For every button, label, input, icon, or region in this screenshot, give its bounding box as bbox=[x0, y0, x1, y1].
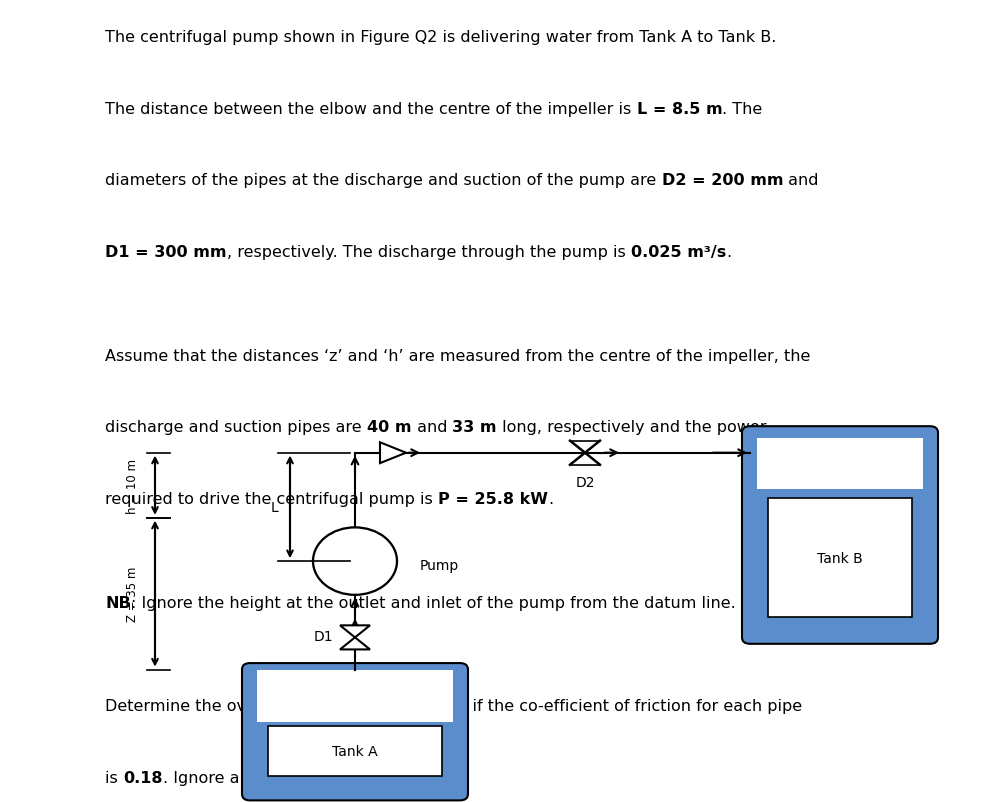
Text: 0.025 m³/s: 0.025 m³/s bbox=[630, 245, 725, 260]
Text: D1: D1 bbox=[313, 629, 333, 643]
Text: is: is bbox=[105, 770, 123, 785]
Text: diameters of the pipes at the discharge and suction of the pump are: diameters of the pipes at the discharge … bbox=[105, 173, 661, 188]
Polygon shape bbox=[380, 443, 406, 464]
Text: P = 25.8 kW: P = 25.8 kW bbox=[438, 491, 547, 506]
FancyBboxPatch shape bbox=[241, 663, 468, 800]
Text: Tank A: Tank A bbox=[332, 744, 378, 758]
Bar bbox=[757, 439, 922, 489]
Text: : Ignore the height at the outlet and inlet of the pump from the datum line.: : Ignore the height at the outlet and in… bbox=[131, 595, 735, 610]
Text: 0.18: 0.18 bbox=[123, 770, 162, 785]
Bar bbox=[257, 670, 453, 722]
Text: . The: . The bbox=[721, 102, 762, 117]
Text: .: . bbox=[725, 245, 730, 260]
Text: , respectively. The discharge through the pump is: , respectively. The discharge through th… bbox=[226, 245, 630, 260]
Circle shape bbox=[313, 528, 397, 595]
Text: long, respectively and the power: long, respectively and the power bbox=[496, 419, 766, 435]
Text: Z = 35 m: Z = 35 m bbox=[126, 566, 139, 622]
Text: NB: NB bbox=[105, 595, 131, 610]
Text: 40 m: 40 m bbox=[367, 419, 411, 435]
Text: required to drive the centrifugal pump is: required to drive the centrifugal pump i… bbox=[105, 491, 438, 506]
Text: Tank B: Tank B bbox=[817, 551, 862, 565]
Text: D1 = 300 mm: D1 = 300 mm bbox=[105, 245, 226, 260]
Text: 33 m: 33 m bbox=[452, 419, 496, 435]
Text: Determine the overall efficiency of the pump if the co-efficient of friction for: Determine the overall efficiency of the … bbox=[105, 699, 802, 714]
Polygon shape bbox=[340, 626, 370, 638]
Text: D2: D2 bbox=[575, 476, 594, 489]
FancyBboxPatch shape bbox=[741, 427, 937, 644]
Text: Assume that the distances ‘z’ and ‘h’ are measured from the centre of the impell: Assume that the distances ‘z’ and ‘h’ ar… bbox=[105, 348, 810, 363]
Text: The centrifugal pump shown in Figure Q2 is delivering water from Tank A to Tank : The centrifugal pump shown in Figure Q2 … bbox=[105, 30, 776, 45]
Text: D2 = 200 mm: D2 = 200 mm bbox=[661, 173, 783, 188]
Text: h = 10 m: h = 10 m bbox=[126, 458, 139, 513]
Text: .: . bbox=[547, 491, 553, 506]
Text: Pump: Pump bbox=[420, 558, 459, 573]
Text: The distance between the elbow and the centre of the impeller is: The distance between the elbow and the c… bbox=[105, 102, 636, 117]
Text: L = 8.5 m: L = 8.5 m bbox=[636, 102, 721, 117]
Text: discharge and suction pipes are: discharge and suction pipes are bbox=[105, 419, 367, 435]
Bar bbox=[768, 499, 911, 618]
Bar bbox=[268, 726, 442, 776]
Text: L: L bbox=[270, 500, 278, 514]
Text: and: and bbox=[783, 173, 818, 188]
Text: and: and bbox=[411, 419, 452, 435]
Polygon shape bbox=[340, 638, 370, 650]
Text: . Ignore all minor losses.: . Ignore all minor losses. bbox=[162, 770, 359, 785]
